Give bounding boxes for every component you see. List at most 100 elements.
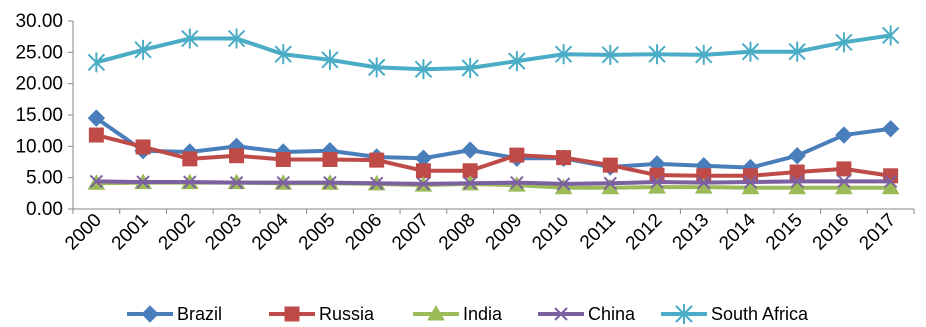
x-tick-label: 2014 [715,209,760,254]
x-tick-label: 2005 [295,210,340,255]
legend-marker-russia [284,306,300,322]
data-point-brazil [87,109,106,127]
y-tick-label: 30.00 [15,11,63,32]
series-brazil [87,109,900,177]
x-tick-label: 2017 [855,210,900,255]
data-point-china [463,176,477,191]
x-tick-label: 2006 [341,210,386,255]
legend: Brazil Russia India China South Africa [127,304,809,324]
x-tick-label: 2015 [762,210,807,255]
x-tick-labels: 2000 2001 2002 2003 2004 2005 2006 2007 2008 2009… [61,209,900,254]
x-tick-label: 2012 [622,210,667,255]
data-point-south-africa [554,44,573,65]
legend-item-china: China [538,304,636,324]
x-tick-label: 2010 [528,210,573,255]
data-point-russia [322,151,338,167]
data-point-china [89,174,104,189]
x-tick-label: 2000 [61,210,106,255]
data-point-brazil [835,126,853,144]
data-point-china [229,175,244,190]
data-point-china [369,176,384,191]
data-point-russia [509,147,525,163]
data-point-south-africa [648,44,666,65]
data-point-russia [88,127,104,143]
x-tick-label: 2008 [435,210,480,255]
data-point-russia [275,151,291,167]
data-point-south-africa [835,32,853,53]
data-point-china [837,174,851,189]
y-tick-label: 25.00 [15,42,63,63]
x-tick-label: 2009 [482,210,527,255]
series-line-brazil [95,116,891,170]
data-point-china [790,174,804,189]
data-point-china [183,175,197,189]
data-point-brazil [461,141,479,159]
data-point-russia [182,151,198,167]
series-line-china [96,179,891,186]
data-point-south-africa [601,44,620,65]
data-point-south-africa [134,39,152,60]
data-point-china [697,175,711,190]
data-point-south-africa [367,57,386,78]
y-tick-label: 5.00 [26,168,63,189]
data-point-russia [229,148,245,164]
data-point-china [276,175,290,190]
legend-label-china: China [588,304,636,324]
data-point-china [510,175,524,190]
legend-item-russia: Russia [269,304,375,324]
legend-label-india: India [463,304,503,324]
x-tick-label: 2003 [201,210,246,255]
data-point-south-africa [508,51,526,72]
legend-label-russia: Russia [319,304,375,324]
data-point-south-africa [695,44,713,65]
data-point-russia [415,163,431,179]
data-point-china [603,176,618,191]
x-tick-label: 2002 [155,210,200,255]
legend-marker-china [554,307,568,321]
data-point-china [323,175,337,190]
y-tick-labels: 0.00 5.00 10.00 15.00 20.00 25.00 30.00 [15,11,63,220]
data-point-brazil [881,120,900,138]
data-point-south-africa [321,49,339,70]
x-tick-label: 2001 [108,210,153,255]
y-tick-label: 20.00 [15,74,63,95]
data-point-russia [135,139,151,155]
x-tick-label: 2016 [809,210,854,255]
legend-marker-india [427,304,445,321]
data-point-russia [556,150,572,166]
data-point-china [650,175,664,189]
data-point-south-africa [461,58,479,78]
legend-marker-south-africa [675,304,693,324]
legend-label-south-africa: South Africa [711,304,809,324]
x-tick-label: 2011 [576,210,620,254]
data-point-south-africa [414,59,433,80]
data-point-south-africa [741,41,760,62]
data-point-russia [836,161,852,177]
legend-item-india: India [413,304,503,324]
data-point-china [136,175,150,189]
data-point-china [743,175,758,189]
data-point-south-africa [181,28,199,49]
series-south-africa [87,25,900,80]
data-point-brazil [788,147,806,165]
y-tick-label: 15.00 [15,105,63,126]
axes [68,20,915,214]
data-point-south-africa [788,41,806,62]
series-line-south-africa [95,33,891,72]
y-tick-label: 0.00 [26,199,63,220]
data-point-china [416,177,431,191]
data-point-china [883,174,898,189]
data-point-south-africa [274,44,292,65]
series-line-russia [95,133,891,178]
data-point-south-africa [87,52,106,73]
data-point-china [556,177,571,191]
x-tick-label: 2007 [388,210,433,255]
x-tick-label: 2004 [248,209,293,254]
legend-marker-brazil [141,305,159,323]
series-china [89,174,898,191]
legend-item-south-africa: South Africa [661,304,809,324]
data-point-south-africa [881,25,900,46]
series-layer [87,25,900,195]
y-tick-label: 10.00 [15,136,63,157]
